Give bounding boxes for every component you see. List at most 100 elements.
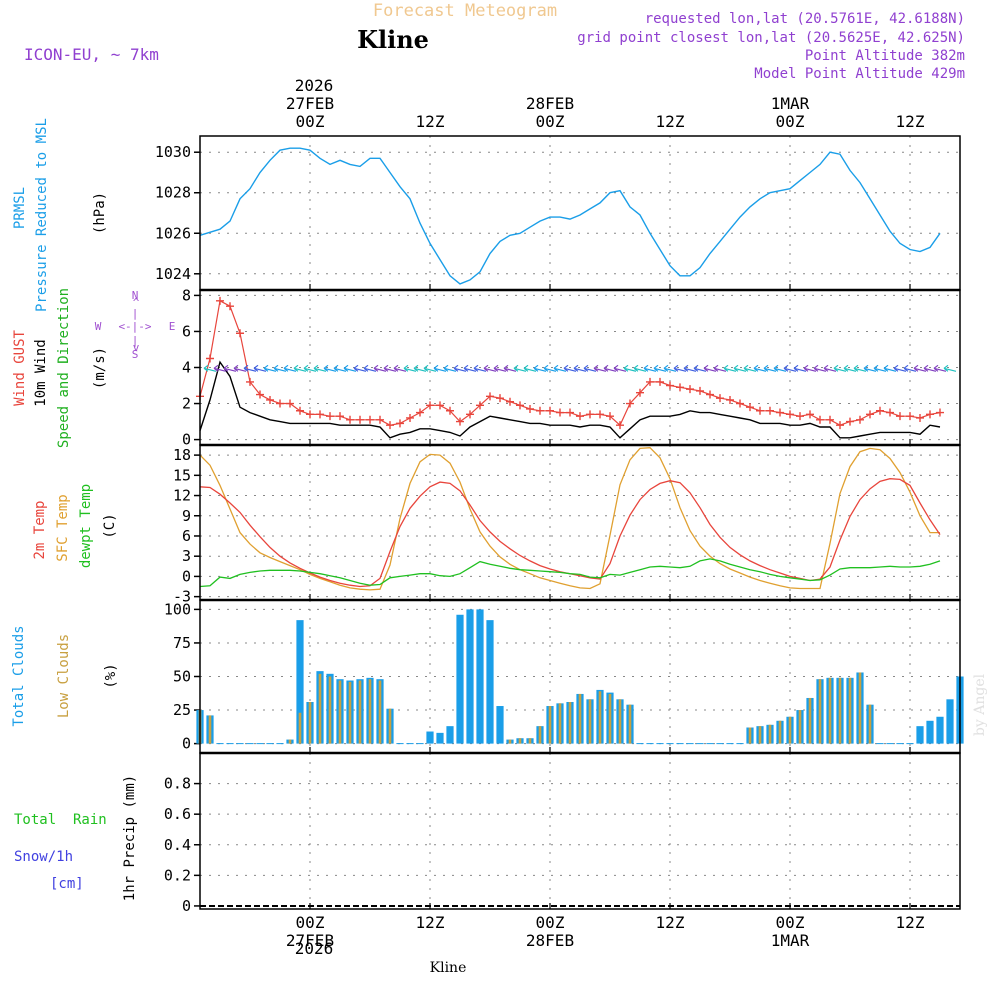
temp-ytick-label: 3 [182, 547, 191, 565]
temp-ytick-label: -3 [173, 588, 191, 606]
cloud-ytick-label: 25 [173, 701, 191, 719]
total-cloud-bar [296, 620, 304, 744]
wind-gust-marker [326, 412, 334, 421]
wind-gust-marker [296, 406, 304, 415]
wind-direction-arrow [883, 364, 897, 372]
wind-direction-arrow [713, 364, 727, 372]
wind-ytick-label: 0 [182, 431, 191, 449]
low-cloud-bar [308, 702, 312, 744]
model-altitude: Model Point Altitude 429m [754, 66, 965, 82]
wind-gust-marker [676, 383, 684, 392]
wind-direction-arrow [533, 364, 547, 372]
wind-gust-marker [366, 415, 374, 424]
low-cloud-bar [788, 716, 792, 744]
wind-direction-arrow [413, 364, 427, 372]
wind-gust-marker [646, 377, 654, 386]
compass-bar-down: | [132, 334, 139, 347]
total-cloud-bar [926, 720, 934, 744]
total-cloud-bar [476, 609, 484, 744]
temp-ytick-label: 15 [173, 466, 191, 484]
wind-gust-marker [526, 404, 534, 413]
wind-ytick-label: 4 [182, 359, 191, 377]
wind-gust-marker [906, 412, 914, 421]
precip-ytick-label: 0 [182, 897, 191, 915]
temp2m-line [199, 478, 941, 588]
wind-gust-marker [276, 399, 284, 408]
temp-ytick-label: 9 [182, 507, 191, 525]
wind-gust-marker [556, 408, 564, 417]
wind-direction-arrow [603, 364, 617, 372]
wind-direction-arrow [263, 364, 277, 372]
low-cloud-bar [848, 677, 852, 744]
wind-gust-marker [866, 410, 874, 419]
wind-direction-arrow [443, 364, 457, 372]
wind-direction-arrow [393, 364, 407, 372]
top-time-label: 00Z [776, 112, 805, 131]
wind-direction-arrow [613, 364, 627, 372]
low-cloud-bar [518, 738, 522, 744]
wind-gust-marker [436, 401, 444, 410]
top-date-label: 27FEB [286, 94, 334, 113]
wind-direction-arrow [223, 364, 237, 372]
wind-unit: (m/s) [92, 347, 108, 389]
compass-bar-up: | [132, 307, 139, 320]
credit-watermark: by Angel [972, 673, 988, 736]
low-cloud-bar [628, 704, 632, 744]
wind-gust-marker [756, 406, 764, 415]
gridpoint-coords: grid point closest lon,lat (20.5625E, 42… [577, 30, 965, 46]
wind-direction-arrow [463, 364, 477, 372]
wind-gust-marker [876, 406, 884, 415]
wind-direction-arrow [813, 364, 827, 372]
top-time-label: 00Z [296, 112, 325, 131]
wind-direction-arrow [583, 364, 597, 372]
low-cloud-bar [798, 710, 802, 744]
wind-gust-marker [726, 395, 734, 404]
pressure-label-1: PRMSL [12, 187, 28, 229]
wind-direction-arrow [513, 364, 527, 372]
wind-gust-marker [206, 354, 214, 363]
wind-gust-marker [856, 415, 864, 424]
chart-title: Forecast Meteogram [373, 1, 557, 21]
low-cloud-bar [208, 715, 212, 744]
wind-direction-arrow [323, 364, 337, 372]
wind-gust-marker [236, 329, 244, 338]
low-cloud-bar [378, 680, 382, 744]
wind-gust-marker [606, 412, 614, 421]
total-cloud-bar [936, 716, 944, 744]
wind-direction-arrow [493, 364, 507, 372]
model-label: ICON-EU, ~ 7km [24, 45, 159, 64]
precip-label-rain: Total Rain [14, 812, 107, 828]
wind-gust-marker [226, 302, 234, 311]
wind-direction-arrow [383, 364, 397, 372]
wind-gust-marker [566, 408, 574, 417]
wind-gust-marker [306, 410, 314, 419]
wind-gust-marker [806, 410, 814, 419]
wind-direction-arrow [793, 364, 807, 372]
low-cloud-bar [748, 727, 752, 744]
temp-unit: (C) [102, 513, 118, 538]
wind-direction-arrow [873, 364, 887, 372]
cloud-ytick-label: 75 [173, 634, 191, 652]
wind-direction-arrow [353, 364, 367, 372]
bottom-time-label: 12Z [656, 913, 685, 932]
bottom-time-label: 00Z [296, 913, 325, 932]
wind-gust-marker [596, 410, 604, 419]
wind-label-speed: 10m Wind [33, 339, 49, 406]
wind-direction-arrow [803, 364, 817, 372]
wind-direction-arrow [593, 364, 607, 372]
low-cloud-bar [548, 706, 552, 744]
wind-gust-marker [256, 390, 264, 399]
wind-direction-arrow [773, 364, 787, 372]
wind-direction-arrow [673, 364, 687, 372]
temp-label-2m: 2m Temp [32, 500, 48, 559]
wind-gust-marker [716, 394, 724, 403]
bottom-date-label: 27FEB [286, 931, 334, 950]
wind-direction-arrow [903, 364, 917, 372]
low-cloud-bar [528, 738, 532, 744]
wind-direction-arrow [923, 364, 937, 372]
wind-direction-arrow [563, 364, 577, 372]
total-cloud-bar [456, 614, 464, 744]
temp-label-sfc: SFC Temp [55, 494, 71, 561]
wind-direction-arrow [333, 364, 347, 372]
